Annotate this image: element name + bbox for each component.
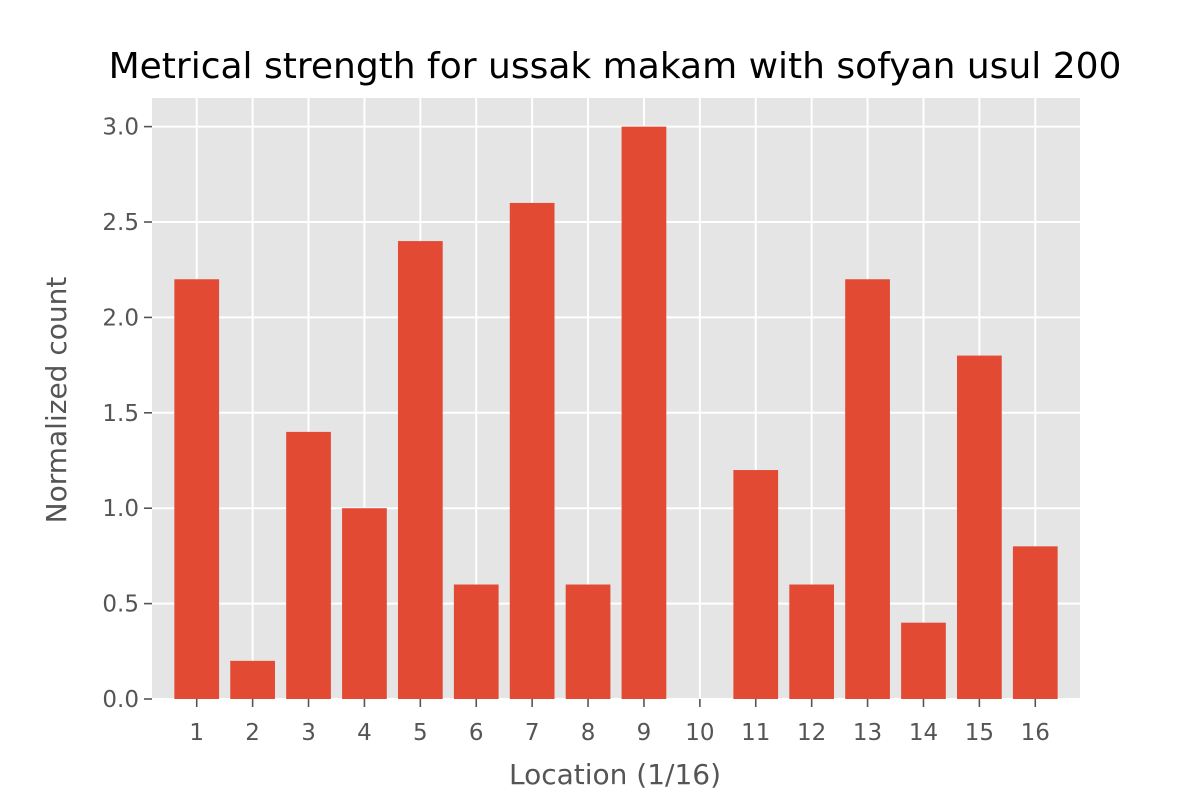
bar-13 [845,279,890,699]
y-tick-label: 2.0 [102,305,139,331]
chart-title: Metrical strength for ussak makam with s… [109,46,1122,87]
x-tick-label: 4 [357,720,372,746]
x-tick-label: 14 [909,720,938,746]
y-axis-ticks: 0.0 0.5 1.0 1.5 2.0 2.5 3.0 [102,115,152,713]
x-tick-label: 1 [189,720,204,746]
x-tick-label: 5 [413,720,428,746]
x-tick-label: 3 [301,720,316,746]
x-tick-label: 8 [581,720,596,746]
bar-2 [230,660,275,699]
x-tick-label: 10 [685,720,714,746]
bar-12 [789,584,835,699]
y-tick-label: 3.0 [102,115,139,141]
x-tick-label: 6 [469,720,484,746]
y-tick-label: 0.5 [102,592,139,618]
x-tick-label: 13 [853,720,882,746]
y-tick-label: 2.5 [102,210,139,236]
x-tick-label: 11 [741,720,770,746]
bar-3 [286,431,331,699]
y-tick-label: 1.0 [102,496,139,522]
bar-5 [397,241,443,699]
x-tick-label: 7 [525,720,540,746]
x-tick-label: 9 [637,720,652,746]
x-tick-label: 12 [797,720,826,746]
bar-8 [565,584,611,699]
y-tick-label: 0.0 [102,687,139,713]
bar-11 [733,470,779,699]
bar-6 [453,584,499,699]
bar-16 [1012,546,1058,699]
x-axis-label: Location (1/16) [509,758,721,791]
bar-1 [174,279,220,699]
bar-7 [509,202,555,699]
bar-4 [342,508,387,699]
y-axis-label: Normalized count [40,277,73,524]
x-tick-label: 2 [245,720,260,746]
bar-14 [901,622,946,699]
y-tick-label: 1.5 [102,401,139,427]
x-axis-ticks: 1 2 3 4 5 6 7 8 9 10 11 12 13 14 15 16 [189,699,1050,746]
x-tick-label: 16 [1021,720,1050,746]
bar-15 [957,355,1002,699]
bars [174,126,1058,700]
x-tick-label: 15 [965,720,994,746]
bar-9 [621,126,667,700]
